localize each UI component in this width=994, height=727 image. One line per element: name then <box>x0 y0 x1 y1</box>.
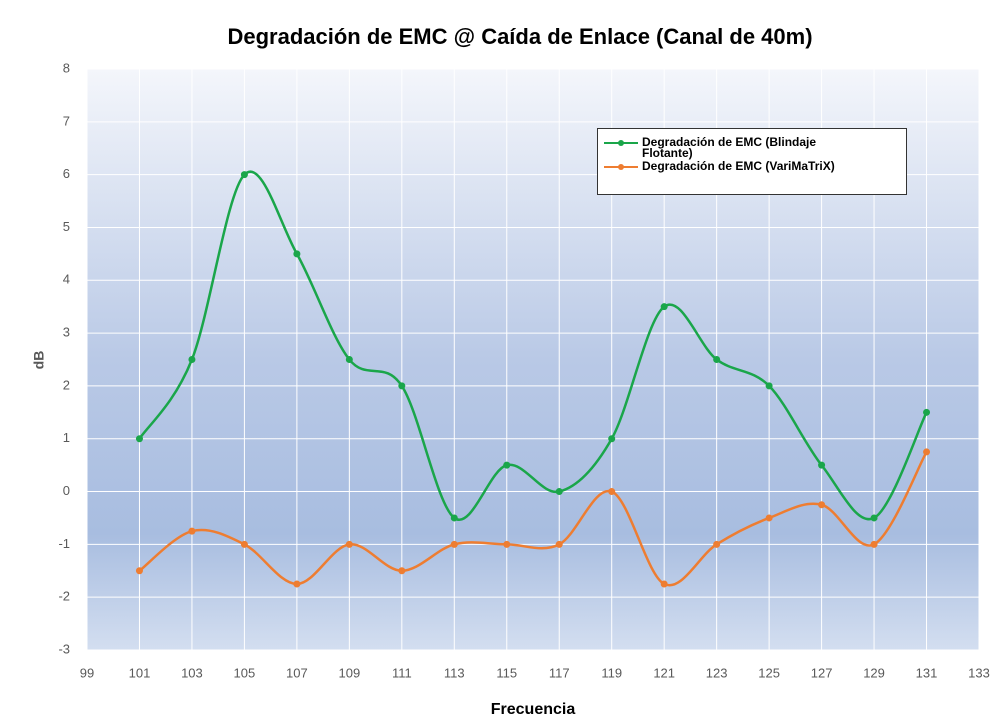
x-tick-label: 113 <box>444 665 465 680</box>
point <box>555 488 563 496</box>
point <box>660 580 668 588</box>
x-tick-label: 131 <box>916 665 938 680</box>
point <box>923 408 931 416</box>
point <box>870 540 878 548</box>
y-tick-label: 1 <box>63 430 70 445</box>
x-tick-label: 123 <box>706 665 728 680</box>
point <box>765 382 773 390</box>
point <box>240 540 248 548</box>
x-tick-label: 133 <box>968 665 990 680</box>
point <box>818 501 826 509</box>
point <box>608 488 616 496</box>
y-axis-label: dB <box>31 351 47 370</box>
point <box>293 580 301 588</box>
x-axis-label: Frecuencia <box>491 701 576 718</box>
legend-label: Degradación de EMC (VariMaTriX) <box>642 159 835 173</box>
point <box>923 448 931 456</box>
point <box>713 356 721 363</box>
y-tick-label: 3 <box>63 325 70 340</box>
point <box>135 567 143 575</box>
x-tick-label: 115 <box>496 665 517 680</box>
legend-entry: Degradación de EMC (VariMaTriX) <box>604 159 900 173</box>
point <box>398 382 406 390</box>
point <box>345 540 353 548</box>
legend: Degradación de EMC (Blindaje Flotante) De… <box>597 128 907 195</box>
point <box>135 435 143 443</box>
y-tick-label: 6 <box>63 166 70 181</box>
y-tick-label: 4 <box>63 272 70 287</box>
point <box>188 356 196 363</box>
point <box>818 461 826 469</box>
point <box>713 540 721 548</box>
x-tick-label: 105 <box>234 665 256 680</box>
x-tick-label: 103 <box>181 665 203 680</box>
point <box>503 540 511 548</box>
point <box>398 567 406 575</box>
x-tick-label: 107 <box>286 665 308 680</box>
y-tick-label: 8 <box>63 60 70 75</box>
point <box>450 514 458 522</box>
point <box>870 514 878 522</box>
y-tick-label: -2 <box>58 589 70 604</box>
x-tick-label: 111 <box>392 665 412 680</box>
legend-swatch <box>604 137 638 148</box>
y-tick-label: 0 <box>63 483 70 498</box>
y-tick-label: 5 <box>63 219 70 234</box>
y-tick-label: 2 <box>63 377 70 392</box>
point <box>660 303 668 311</box>
point <box>503 461 511 469</box>
y-tick-label: -1 <box>58 536 70 551</box>
x-tick-label: 119 <box>601 665 622 680</box>
legend-entry: Degradación de EMC (Blindaje Flotante) <box>604 135 900 160</box>
chart-title: Degradación de EMC @ Caída de Enlace (Ca… <box>227 24 812 49</box>
x-tick-label: 121 <box>653 665 675 680</box>
x-tick-label: 125 <box>758 665 780 680</box>
point <box>188 527 196 535</box>
point <box>608 435 616 443</box>
x-tick-label: 117 <box>549 665 570 680</box>
x-tick-label: 101 <box>129 665 151 680</box>
x-tick-label: 99 <box>80 665 94 680</box>
legend-label: Degradación de EMC (Blindaje Flotante) <box>642 135 817 160</box>
x-tick-label: 109 <box>339 665 361 680</box>
x-tick-label: 129 <box>863 665 885 680</box>
x-tick-label: 127 <box>811 665 833 680</box>
point <box>450 540 458 548</box>
y-tick-label: -3 <box>58 641 70 656</box>
legend-swatch <box>604 161 638 172</box>
point <box>555 540 563 548</box>
point <box>765 514 773 522</box>
point <box>240 171 248 179</box>
y-tick-label: 7 <box>63 113 70 128</box>
point <box>293 250 301 258</box>
point <box>345 356 353 363</box>
